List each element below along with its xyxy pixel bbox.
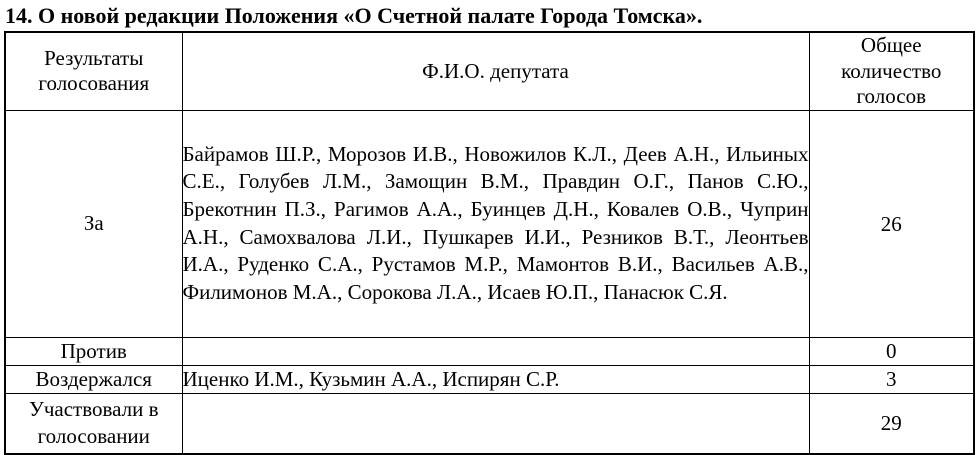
result-label-uchastvovali: Участвовали в голосовании xyxy=(4,393,183,455)
deputy-names-uchastvovali xyxy=(181,393,810,455)
result-label-protiv: Против xyxy=(4,336,183,366)
result-label-vozderzhalsya: Воздержался xyxy=(4,364,183,395)
vote-count-protiv: 0 xyxy=(808,336,975,366)
deputy-names-za: Байрамов Ш.Р., Морозов И.В., Новожилов К… xyxy=(181,109,810,338)
column-header-total-votes: Общее количество голосов xyxy=(808,31,975,111)
vote-count-uchastvovali: 29 xyxy=(808,393,975,455)
column-header-deputy-fio: Ф.И.О. депутата xyxy=(181,31,810,111)
table-row-vozderzhalsya: Воздержался Иценко И.М., Кузьмин А.А., И… xyxy=(4,364,975,395)
table-row-protiv: Против 0 xyxy=(4,336,975,366)
vote-count-vozderzhalsya: 3 xyxy=(808,364,975,395)
column-header-voting-results: Результаты голосования xyxy=(4,31,183,111)
deputy-names-protiv xyxy=(181,336,810,366)
deputy-names-vozderzhalsya: Иценко И.М., Кузьмин А.А., Испирян С.Р. xyxy=(181,364,810,395)
voting-results-table: Результаты голосования Ф.И.О. депутата О… xyxy=(4,31,975,455)
table-row-uchastvovali: Участвовали в голосовании 29 xyxy=(4,393,975,455)
table-row-za: За Байрамов Ш.Р., Морозов И.В., Новожило… xyxy=(4,109,975,338)
table-header-row: Результаты голосования Ф.И.О. депутата О… xyxy=(4,31,975,111)
vote-count-za: 26 xyxy=(808,109,975,338)
document-title: 14. О новой редакции Положения «О Счетно… xyxy=(5,3,703,28)
result-label-za: За xyxy=(4,109,183,338)
